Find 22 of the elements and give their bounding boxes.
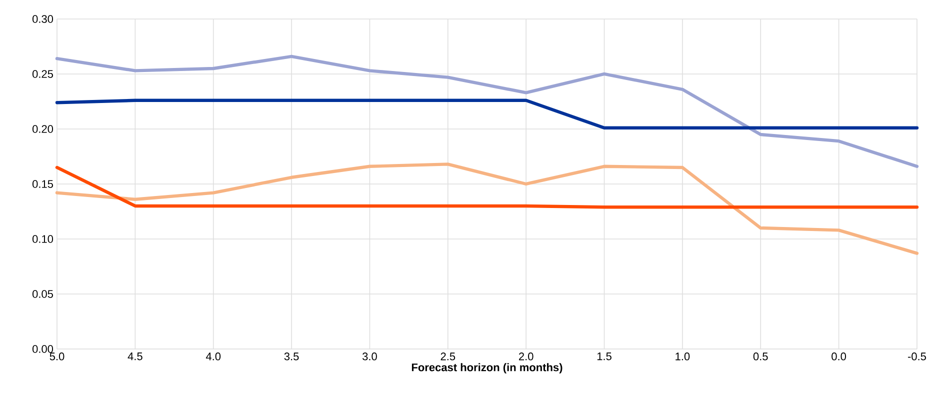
x-tick-label: 1.0 (676, 352, 690, 360)
x-tick-label: 0.0 (832, 352, 846, 360)
line-series (55, 54, 919, 168)
y-tick-label: 0.30 (32, 15, 54, 23)
y-tick-label: 0.20 (32, 125, 54, 133)
y-tick-label: 0.00 (32, 345, 54, 353)
y-tick-label: 0.25 (32, 70, 53, 78)
x-axis-title: Forecast horizon (in months) (412, 363, 562, 374)
x-tick-label: 3.5 (284, 352, 299, 360)
line-series (55, 162, 919, 255)
x-tick-label: 1.5 (597, 352, 612, 360)
x-tick-label: 4.5 (128, 352, 142, 360)
x-tick-label: 5.0 (50, 352, 64, 360)
x-tick-label: 3.0 (362, 352, 377, 360)
x-tick-label: 2.5 (440, 352, 456, 360)
y-tick-label: 0.05 (32, 290, 53, 298)
x-tick-label: 4.0 (206, 352, 221, 360)
x-tick-label: 2.0 (518, 352, 534, 360)
x-tick-label: 0.5 (753, 352, 768, 360)
x-tick-label: -0.5 (908, 352, 926, 360)
y-tick-label: 0.15 (32, 180, 53, 188)
y-tick-label: 0.10 (32, 235, 54, 243)
